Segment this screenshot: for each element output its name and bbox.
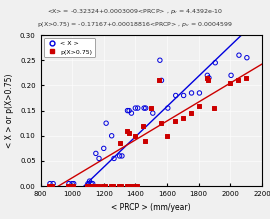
Point — [50, 184, 55, 187]
X-axis label: < PRCP > (mm/year): < PRCP > (mm/year) — [112, 203, 191, 212]
Point — [117, 142, 122, 145]
Point — [141, 124, 146, 127]
Point — [69, 184, 73, 187]
Point — [197, 104, 201, 107]
Point — [143, 106, 148, 110]
Point — [90, 184, 94, 187]
Text: p(X>0.75) = -0.17167+0.00018816<PRCP> , $p_v$ = 0.0004599: p(X>0.75) = -0.17167+0.00018816<PRCP> , … — [37, 20, 233, 29]
Point — [228, 81, 232, 85]
Point — [165, 134, 169, 138]
Point — [117, 154, 122, 158]
Point — [109, 184, 113, 187]
Point — [129, 184, 133, 187]
Point — [133, 106, 137, 110]
Point — [87, 184, 91, 187]
Point — [174, 94, 178, 97]
Point — [70, 182, 74, 185]
Y-axis label: < X > or p(X>0.75): < X > or p(X>0.75) — [5, 73, 14, 148]
Point — [47, 184, 51, 187]
Point — [119, 184, 123, 187]
Point — [96, 184, 100, 187]
Point — [188, 111, 193, 115]
Point — [143, 139, 147, 143]
Text: <X> = -0.32324+0.0003009<PRCP> , $p_v$ = 4.4392e-10: <X> = -0.32324+0.0003009<PRCP> , $p_v$ =… — [47, 7, 223, 16]
Point — [236, 79, 240, 82]
Point — [48, 182, 52, 185]
Point — [51, 182, 55, 185]
Point — [88, 184, 92, 187]
Point — [136, 106, 140, 110]
Point — [104, 121, 108, 125]
Point — [229, 74, 233, 77]
Point — [159, 79, 164, 82]
Point — [166, 106, 170, 110]
Point — [94, 152, 98, 155]
Point — [103, 184, 107, 187]
Point — [204, 76, 209, 80]
Point — [101, 184, 105, 187]
Point — [72, 182, 76, 185]
Legend: < X >, p(X>0.75): < X >, p(X>0.75) — [44, 38, 95, 57]
Point — [97, 157, 101, 160]
Point — [244, 76, 248, 80]
Point — [213, 61, 217, 65]
Point — [237, 53, 241, 57]
Point — [207, 76, 211, 80]
Point — [206, 79, 210, 82]
Point — [124, 184, 129, 187]
Point — [142, 106, 146, 110]
Point — [173, 119, 177, 122]
Point — [93, 184, 97, 187]
Point — [85, 184, 89, 187]
Point — [181, 117, 185, 120]
Point — [127, 109, 131, 112]
Point — [111, 184, 115, 187]
Point — [71, 184, 75, 187]
Point — [132, 184, 137, 187]
Point — [157, 79, 161, 82]
Point — [102, 147, 106, 150]
Point — [67, 182, 71, 185]
Point — [133, 134, 137, 138]
Point — [151, 111, 155, 115]
Point — [86, 182, 90, 185]
Point — [127, 131, 131, 135]
Point — [149, 106, 153, 110]
Point — [158, 121, 163, 125]
Point — [117, 184, 121, 187]
Point — [90, 182, 95, 185]
Point — [197, 91, 202, 95]
Point — [135, 184, 139, 187]
Point — [205, 74, 210, 77]
Point — [158, 58, 162, 62]
Point — [125, 109, 130, 112]
Point — [245, 56, 249, 60]
Point — [126, 184, 130, 187]
Point — [89, 182, 93, 185]
Point — [120, 154, 124, 158]
Point — [110, 134, 114, 138]
Point — [125, 129, 130, 132]
Point — [129, 111, 134, 115]
Point — [87, 179, 92, 183]
Point — [181, 94, 186, 97]
Point — [189, 91, 194, 95]
Point — [66, 184, 70, 187]
Point — [212, 106, 217, 110]
Point — [112, 157, 116, 160]
